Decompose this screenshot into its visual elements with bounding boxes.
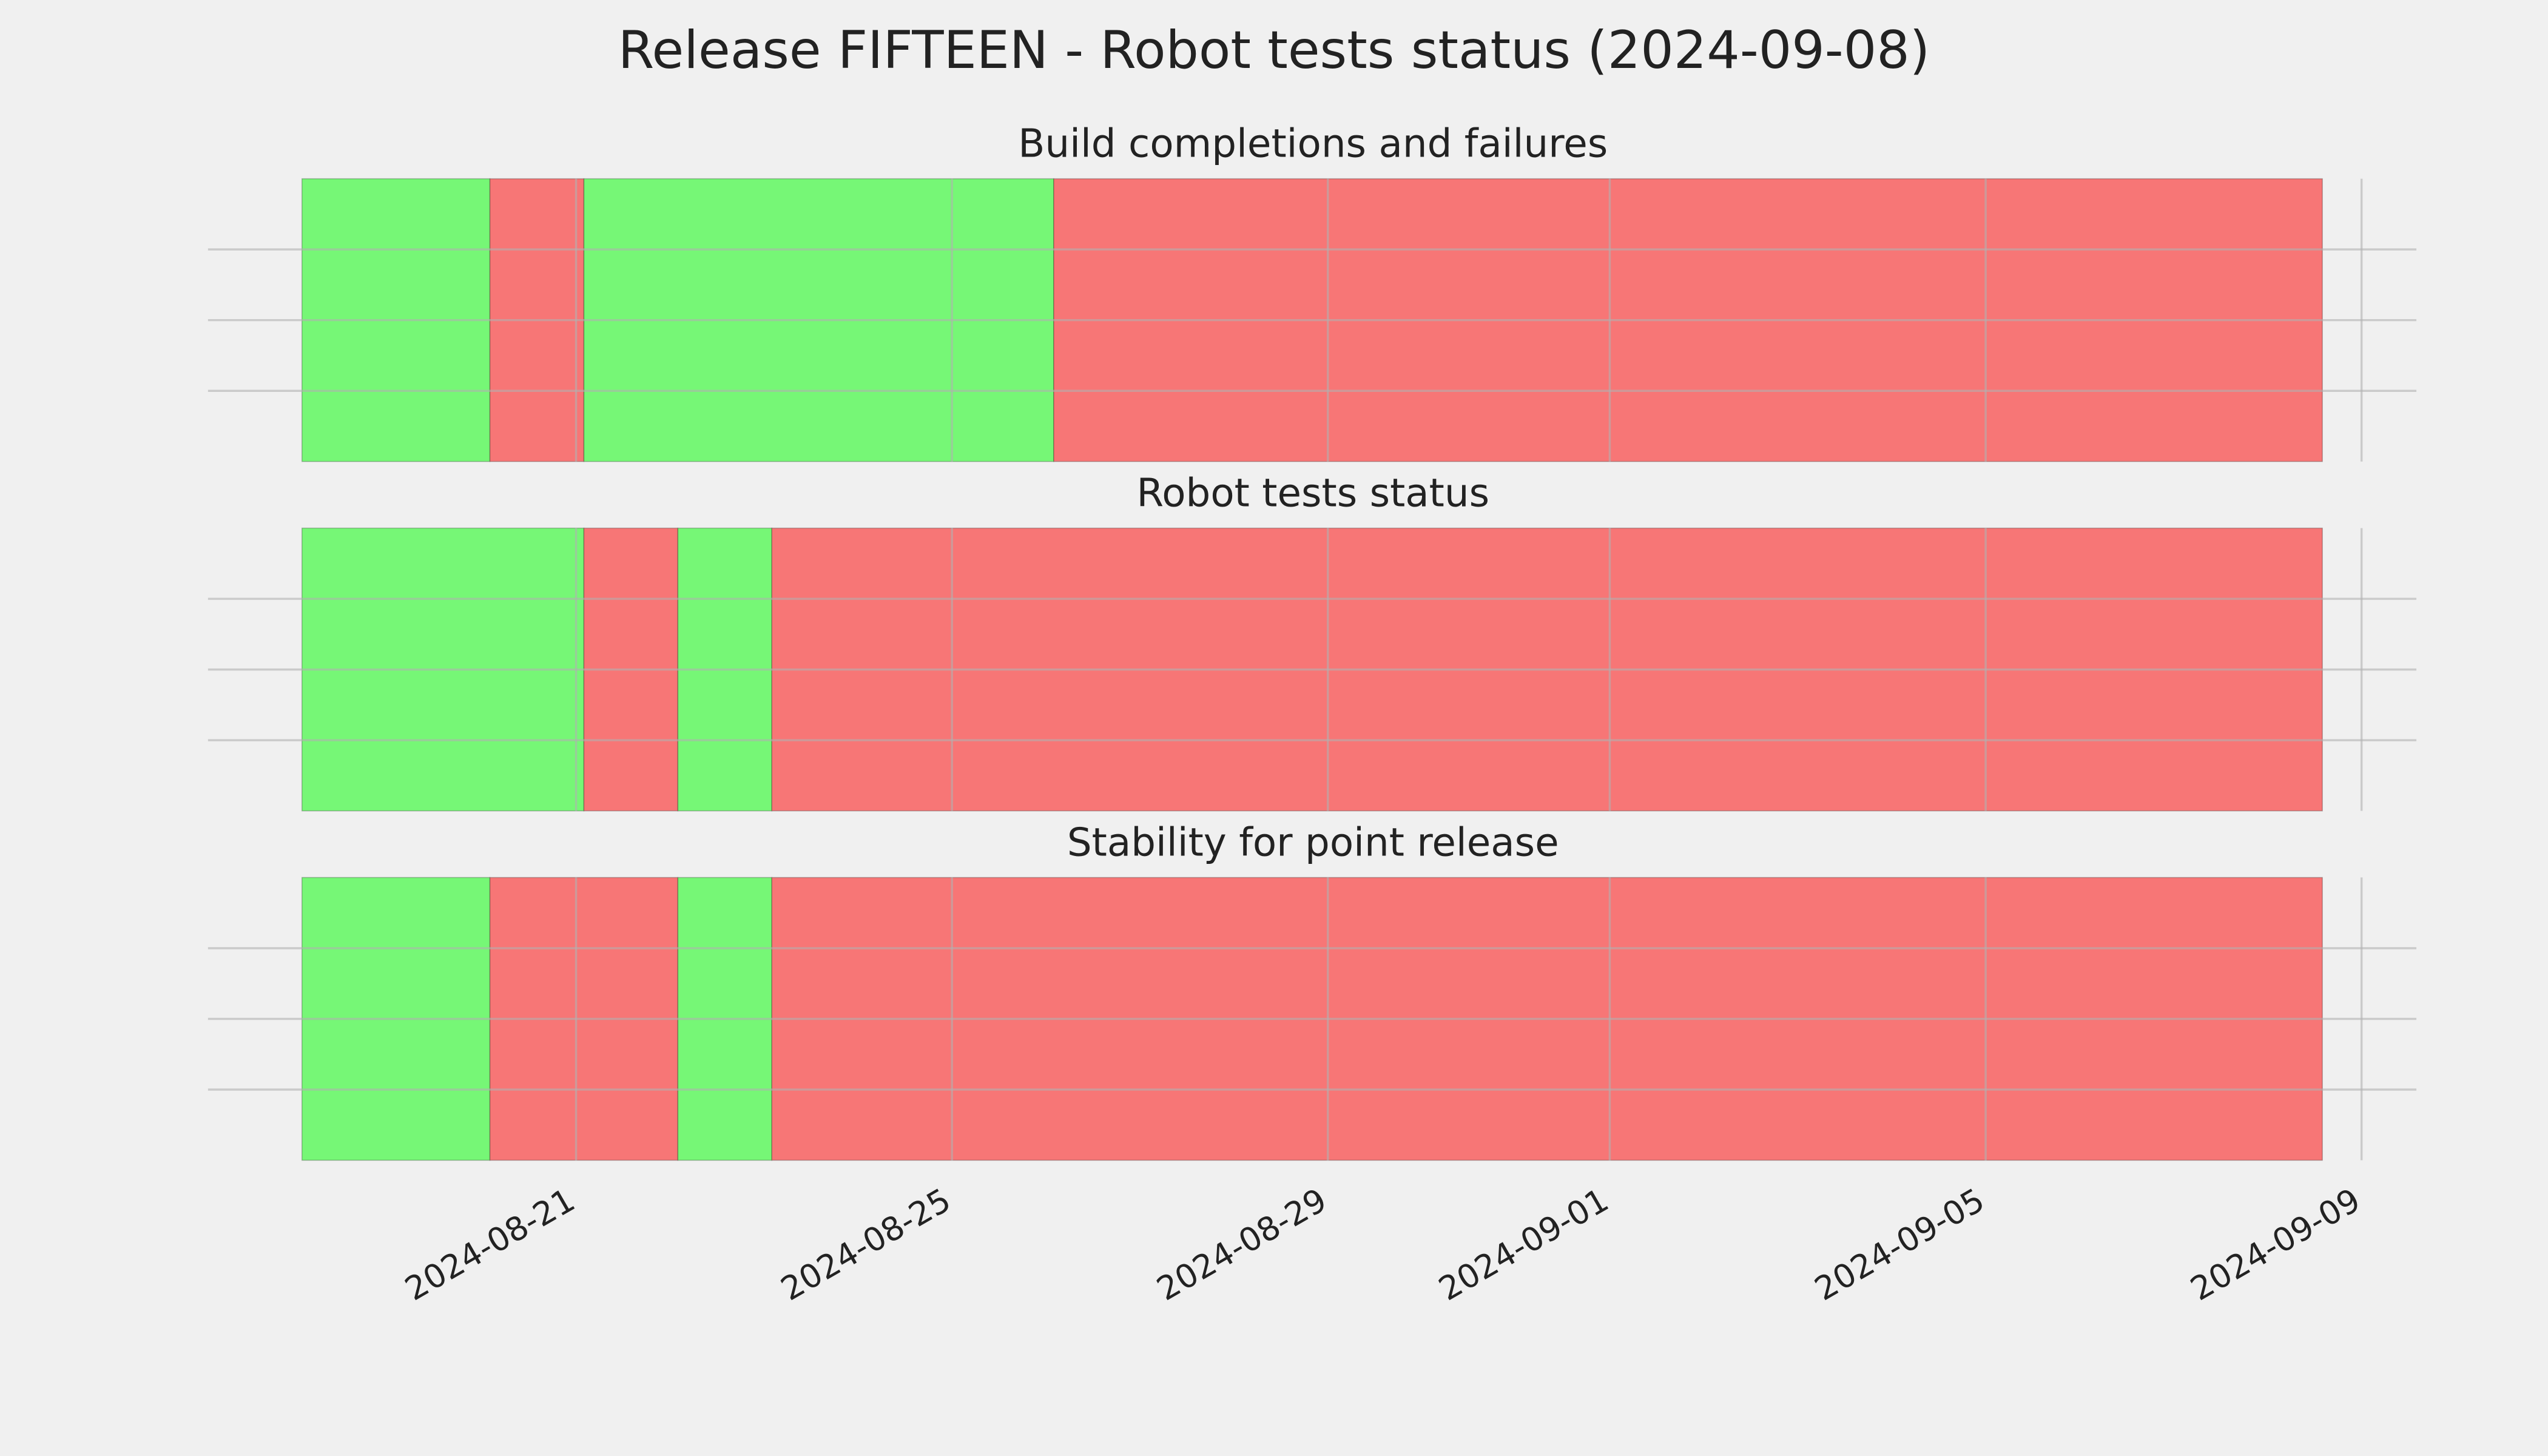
x-tick-label: 2024-09-09 [2184, 1181, 2367, 1308]
panel-title: Robot tests status [1136, 471, 1489, 516]
panel-title: Stability for point release [1067, 820, 1559, 865]
x-tick-label: 2024-08-21 [399, 1181, 581, 1308]
x-tick-label: 2024-09-05 [1808, 1181, 1990, 1308]
x-tick-label: 2024-08-25 [775, 1181, 957, 1308]
x-tick-label: 2024-09-01 [1432, 1181, 1615, 1308]
x-tick-label: 2024-08-29 [1150, 1181, 1333, 1308]
panel-title: Build completions and failures [1018, 121, 1608, 167]
chart-title: Release FIFTEEN - Robot tests status (20… [618, 20, 1930, 81]
